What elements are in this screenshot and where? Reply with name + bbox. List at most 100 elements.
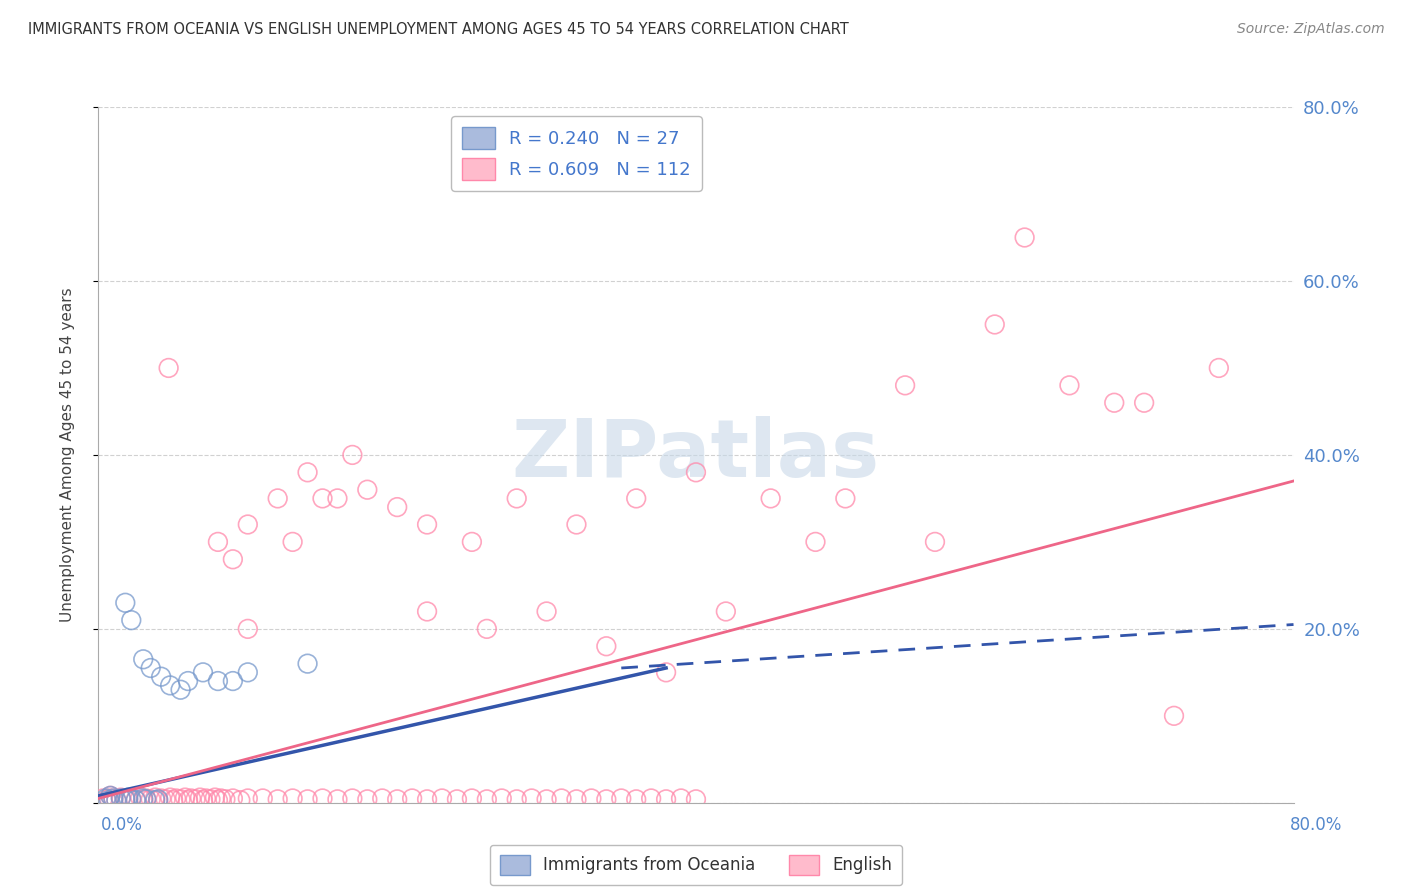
Point (984, 318, 1007, 332)
Point (1208, 360, 1230, 375)
Point (103, 791, 125, 805)
Point (143, 790, 166, 805)
Point (91, 791, 114, 805)
Point (139, 661, 162, 675)
Point (110, 790, 132, 805)
Point (430, 791, 453, 805)
Point (416, 605, 439, 619)
Point (894, 378, 917, 392)
Point (1104, 396, 1126, 410)
Point (114, 792, 136, 806)
Point (110, 791, 132, 805)
Point (356, 483, 378, 497)
Point (252, 791, 274, 805)
Point (655, 792, 678, 806)
Point (195, 791, 218, 805)
Point (125, 793, 148, 807)
Point (326, 491, 349, 506)
Point (174, 790, 197, 805)
Point (281, 791, 304, 805)
Point (342, 448, 364, 462)
Point (204, 790, 226, 805)
Point (759, 491, 782, 506)
Point (105, 793, 128, 807)
Point (550, 791, 572, 805)
Point (461, 791, 484, 805)
Point (371, 791, 394, 805)
Point (165, 791, 187, 805)
Point (159, 678, 181, 692)
Point (94, 791, 117, 805)
Point (297, 657, 319, 671)
Point (188, 790, 211, 805)
Point (125, 792, 148, 806)
Text: Source: ZipAtlas.com: Source: ZipAtlas.com (1237, 22, 1385, 37)
Point (326, 792, 349, 806)
Point (114, 792, 136, 806)
Point (132, 793, 155, 807)
Point (565, 792, 588, 806)
Point (595, 792, 617, 806)
Point (120, 792, 142, 806)
Point (180, 791, 202, 805)
Point (385, 792, 409, 806)
Point (475, 622, 498, 636)
Point (105, 793, 128, 807)
Point (184, 792, 207, 806)
Point (177, 674, 200, 689)
Point (169, 792, 191, 806)
Point (236, 665, 259, 680)
Point (834, 491, 856, 506)
Point (207, 674, 229, 689)
Point (191, 665, 214, 680)
Point (132, 791, 155, 805)
Point (385, 500, 409, 514)
Point (297, 466, 319, 480)
Point (157, 360, 180, 375)
Point (97, 791, 120, 805)
Point (581, 791, 603, 805)
Point (416, 792, 439, 806)
Point (143, 793, 166, 807)
Point (640, 791, 662, 805)
Point (236, 517, 259, 532)
Point (150, 791, 173, 805)
Point (159, 790, 181, 805)
Point (207, 534, 229, 549)
Point (214, 792, 236, 806)
Point (520, 791, 543, 805)
Point (267, 491, 290, 506)
Point (229, 793, 252, 807)
Point (924, 534, 946, 549)
Point (281, 534, 304, 549)
Point (200, 792, 222, 806)
Point (150, 670, 173, 684)
Point (669, 791, 692, 805)
Point (626, 792, 648, 806)
Point (610, 791, 633, 805)
Point (148, 793, 170, 807)
Point (1059, 378, 1081, 392)
Point (565, 517, 588, 532)
Point (804, 534, 827, 549)
Point (461, 534, 484, 549)
Point (1163, 708, 1185, 723)
Point (132, 652, 155, 666)
Point (506, 792, 529, 806)
Point (491, 791, 513, 805)
Point (155, 792, 177, 806)
Point (162, 793, 184, 807)
Point (685, 466, 707, 480)
Point (148, 792, 170, 806)
Point (311, 491, 333, 506)
Point (222, 552, 245, 566)
Point (655, 665, 678, 680)
Point (446, 792, 468, 806)
Point (536, 605, 558, 619)
Point (595, 639, 617, 653)
Point (135, 791, 157, 805)
Legend: Immigrants from Oceania, English: Immigrants from Oceania, English (489, 845, 903, 885)
Point (135, 792, 157, 806)
Point (103, 791, 125, 805)
Point (94, 793, 117, 807)
